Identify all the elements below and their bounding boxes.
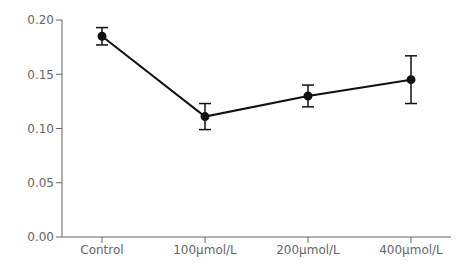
svg-text:0.15: 0.15: [27, 68, 54, 82]
svg-text:Control: Control: [80, 243, 123, 257]
svg-text:400μmol/L: 400μmol/L: [379, 243, 443, 257]
svg-text:0.20: 0.20: [27, 13, 54, 27]
svg-text:200μmol/L: 200μmol/L: [276, 243, 340, 257]
svg-text:100μmol/L: 100μmol/L: [173, 243, 237, 257]
svg-text:0.00: 0.00: [27, 230, 54, 244]
svg-text:0.05: 0.05: [27, 176, 54, 190]
svg-text:0.10: 0.10: [27, 122, 54, 136]
